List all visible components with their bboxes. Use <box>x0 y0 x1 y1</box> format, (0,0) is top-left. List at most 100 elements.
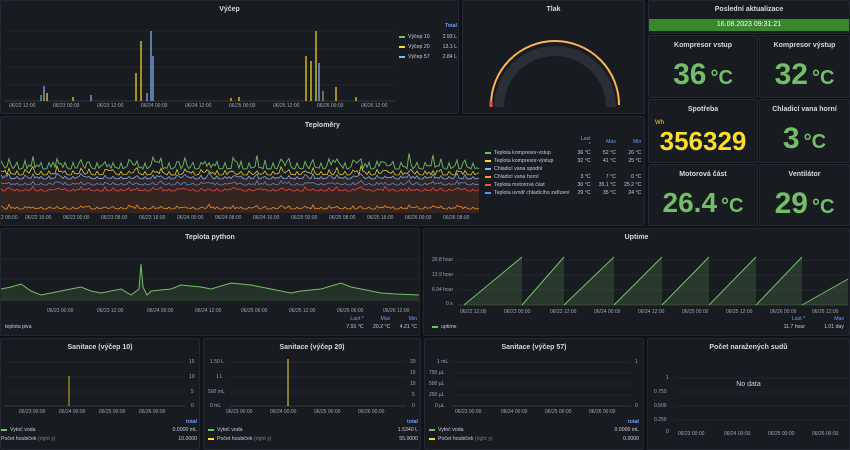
tlak-panel: Tlak <box>462 0 645 114</box>
panel-title: Teplota python <box>185 234 235 241</box>
x-tick: 06/25 00:00 <box>545 409 572 415</box>
legend-row[interactable]: Chladicí vana horní 3 °C 7 °C 0 °C <box>481 173 644 181</box>
stat-title: Kompresor vstup <box>674 42 732 49</box>
stat-chladici-vana-horni: Chladicí vana horní 3 °C <box>759 99 850 163</box>
x-tick: 06/26 00:00 <box>589 409 616 415</box>
y-tick: 0.750 <box>654 389 667 395</box>
legend-row[interactable]: Teplota uvnitř chladicího zařízení 29 °C 3… <box>481 189 644 197</box>
y-tick: 0 s <box>446 301 453 307</box>
y-tick: 250 µL <box>429 392 445 398</box>
x-tick: 06/24 00:00 <box>594 309 621 315</box>
x-tick: 06/24 00:00 <box>501 409 528 415</box>
legend-row[interactable]: Počet houbiček (right y) 10.0000 <box>1 436 197 442</box>
x-tick: 06/23 00:00 <box>678 431 705 437</box>
teplomery-series-line <box>1 164 480 176</box>
stat-title: Motorová část <box>679 171 727 178</box>
y2-tick: 10 <box>410 381 416 387</box>
no-data-label: No data <box>736 381 761 388</box>
panel-title: Sanitace (výčep 10) <box>67 344 133 351</box>
x-tick: 06/26 00:00 <box>812 431 839 437</box>
x-tick: 06/25 12:00 <box>726 309 753 315</box>
legend-row[interactable]: Vytoč voda 1.5340 L <box>208 427 418 433</box>
x-tick: 06/24 16:00 <box>253 215 280 221</box>
legend-row[interactable]: Chladicí vana spodní <box>481 165 644 173</box>
x-tick: 06/24 00:00 <box>724 431 751 437</box>
x-tick: 06/23 12:00 <box>97 308 124 314</box>
x-tick: 06/24 08:00 <box>215 215 242 221</box>
y-tick: 1 <box>666 375 669 381</box>
legend-row[interactable]: teplota piva 7.91 °C 20.2 °C 4.21 °C <box>5 324 417 330</box>
y-tick: 0.500 <box>654 403 667 409</box>
legend-item[interactable]: Výčep 57 2.84 L <box>399 54 457 60</box>
x-tick: 06/26 00:00 <box>337 308 364 314</box>
uptime-segment <box>661 256 710 306</box>
x-tick: 06/23 00:00 <box>455 409 482 415</box>
y-tick: 0.250 <box>654 417 667 423</box>
stat-value: 356329 <box>659 126 747 156</box>
legend-row[interactable]: Počet houbiček (right y) 55.0000 <box>208 436 418 442</box>
x-tick: 06/23 00:00 <box>63 215 90 221</box>
san20-legend: total Vytoč voda 1.5340 L Počet houbiček … <box>208 419 418 442</box>
x-tick: 06/25 16:00 <box>367 215 394 221</box>
vycep-graph <box>5 30 395 102</box>
last-update-value: 16.08.2023 09:31:21 <box>649 19 849 31</box>
stat-prefix: Wh <box>655 120 664 126</box>
y2-tick: 15 <box>410 370 416 376</box>
y2-tick: 5 <box>412 392 415 398</box>
x-tick: 06/25 00:00 <box>99 409 126 415</box>
legend-row[interactable]: Teplota kompresor-vstup 36 °C 52 °C 26 °C <box>481 149 644 157</box>
stat-ventilator: Ventilátor 29 °C <box>759 164 850 226</box>
san10-graph <box>5 361 185 407</box>
uptime-segment <box>521 256 565 306</box>
vycep-legend: Total Výčep 10 2.93 L Výčep 20 13.1 L Výče… <box>399 23 457 60</box>
uptime-panel: Uptime 20.8 hour 13.9 hour 6.94 hour 0 s… <box>423 228 850 336</box>
uptime-segment <box>708 256 757 306</box>
y2-tick: 1 <box>635 359 638 365</box>
legend-row[interactable]: uptime 11.7 hour 1.01 day <box>428 323 848 331</box>
y-tick: 0 µL <box>435 403 445 409</box>
x-tick: 06/24 00:00 <box>141 103 168 109</box>
sanitace-10-panel: Sanitace (výčep 10) 15 10 5 0 06/23 00:0… <box>0 338 200 450</box>
pressure-gauge <box>489 40 620 108</box>
sudy-panel: Počet naražených sudů 1 0.750 0.500 0.25… <box>647 338 850 450</box>
y-tick: 1.50 L <box>210 359 224 365</box>
x-tick: 06/26 08:00 <box>443 215 470 221</box>
stat-value: 29 °C <box>774 187 835 220</box>
stat-title: Chladicí vana horní <box>772 106 837 113</box>
y-tick: 0 mL <box>210 403 222 409</box>
legend-header: total <box>628 419 639 425</box>
y2-tick: 0 <box>412 403 415 409</box>
teplomery-series-line <box>1 179 480 186</box>
uptime-segment <box>801 278 849 306</box>
legend-item[interactable]: Výčep 20 13.1 L <box>399 44 457 50</box>
stat-value: 3 °C <box>782 122 827 155</box>
stat-value: 36 °C <box>673 58 733 91</box>
y2-tick: 20 <box>410 359 416 365</box>
x-tick: 06/25 00:00 <box>768 431 795 437</box>
stat-motorova-cast: Motorová část 26.4 °C <box>648 164 758 226</box>
x-tick: 06/24 00:00 <box>59 409 86 415</box>
legend-header: Total <box>444 23 457 29</box>
uptime-segment <box>613 256 663 306</box>
stat-kompresor-vystup: Kompresor výstup 32 °C <box>759 35 850 98</box>
stat-value: 32 °C <box>774 58 835 91</box>
x-tick: 06/25 00:00 <box>229 103 256 109</box>
x-tick: 06/22 16:00 <box>25 215 52 221</box>
teplomery-series-line <box>1 185 480 192</box>
panel-title: Sanitace (výčep 57) <box>501 344 567 351</box>
legend-row[interactable]: Vytoč voda 0.0000 mL <box>429 427 639 433</box>
stat-kompresor-vstup: Kompresor vstup 36 °C <box>648 35 758 98</box>
legend-item[interactable]: Výčep 10 2.93 L <box>399 34 457 40</box>
x-tick: 06/24 00:00 <box>270 409 297 415</box>
y-tick: 1 L <box>216 374 223 380</box>
legend-row[interactable]: Počet houbiček (right y) 0.0000 <box>429 436 639 442</box>
legend-row[interactable]: Vytoč voda 0.0000 mL <box>1 427 197 433</box>
uptime-segment <box>563 256 615 306</box>
x-tick: 06/23 00:00 <box>19 409 46 415</box>
uptime-segment <box>463 256 523 306</box>
legend-row[interactable]: Teplota kompresor-výstup 32 °C 41 °C 25 °C <box>481 157 644 165</box>
x-tick: 2 08:00 <box>1 215 18 221</box>
san57-graph <box>451 361 631 407</box>
y-tick: 5 <box>191 389 194 395</box>
legend-row[interactable]: Teplota motorová část 30 °C 35.1 °C 25.2 °C <box>481 181 644 189</box>
